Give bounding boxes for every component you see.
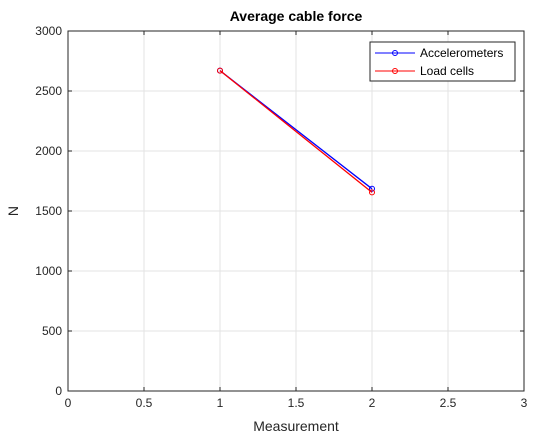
y-tick-label: 500 [42,324,62,338]
x-tick-label: 2.5 [440,396,457,410]
y-tick-label: 3000 [35,24,62,38]
data-point-load-cells [369,189,375,196]
x-tick-label: 1.5 [288,396,305,410]
x-tick-label: 0 [65,396,72,410]
y-axis-title: N [5,206,21,216]
legend-label-load-cells: Load cells [420,64,474,78]
legend-marker-accelerometers [392,50,398,56]
y-tick-label: 1000 [35,264,62,278]
series-line-load-cells [219,70,373,193]
y-tick-label: 1500 [35,204,62,218]
legend-label-accelerometers: Accelerometers [420,46,503,60]
y-tick-label: 2000 [35,144,62,158]
legend-marker-load-cells [392,68,398,74]
axis-ticks: 0 0.5 1 1.5 2 2.5 3 0 500 1000 1500 2000 2500 3000 [35,24,527,410]
grid [68,31,524,391]
x-tick-label: 0.5 [136,396,153,410]
y-tick-label: 0 [55,384,62,398]
legend-box [369,41,516,82]
y-tick-label: 2500 [35,84,62,98]
chart-title: Average cable force [230,8,363,24]
x-tick-label: 1 [217,396,224,410]
legend: Accelerometers Load cells [369,41,516,82]
x-tick-label: 3 [521,396,528,410]
data-point-load-cells [217,67,223,74]
data-point-accelerometers [369,185,375,192]
series-layer [217,67,375,196]
x-tick-label: 2 [369,396,376,410]
x-axis-title: Measurement [253,418,339,434]
